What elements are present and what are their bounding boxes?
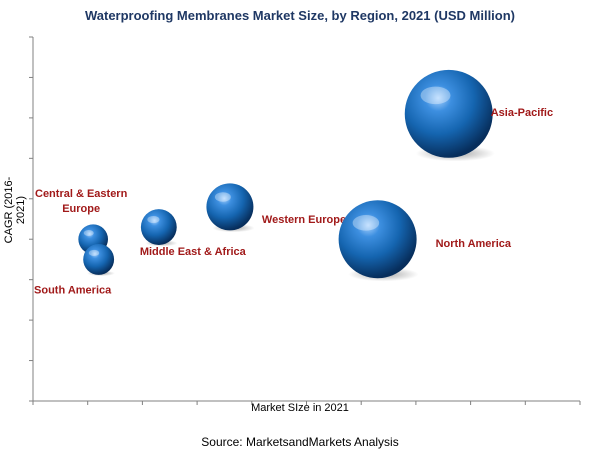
bubble: [404, 69, 493, 158]
bubble-highlight: [420, 86, 451, 105]
bubble-highlight: [214, 192, 231, 202]
bubble-label: South America: [34, 284, 112, 296]
bubble-label: Middle East & Africa: [140, 246, 247, 258]
bubble-label: Central & Eastern Europe: [35, 188, 128, 215]
bubble: [83, 244, 115, 275]
bubble-label: Western Europe: [262, 214, 346, 226]
bubble-highlight: [147, 215, 160, 224]
bubble-highlight: [352, 215, 380, 231]
bubble: [338, 200, 417, 279]
bubble: [140, 209, 177, 246]
bubble-label: North America: [436, 238, 512, 250]
bubble-highlight: [88, 249, 100, 257]
bubble: [206, 183, 254, 231]
source-note: Source: MarketsandMarkets Analysis: [201, 435, 399, 449]
bubble-label: Asia-Pacific: [491, 107, 553, 119]
x-axis-label: Market SIze in 2021: [251, 402, 349, 414]
y-axis-label: CAGR (2016-2021): [3, 176, 27, 244]
chart-title: Waterproofing Membranes Market Size, by …: [84, 8, 516, 23]
bubble-highlight: [83, 230, 94, 236]
